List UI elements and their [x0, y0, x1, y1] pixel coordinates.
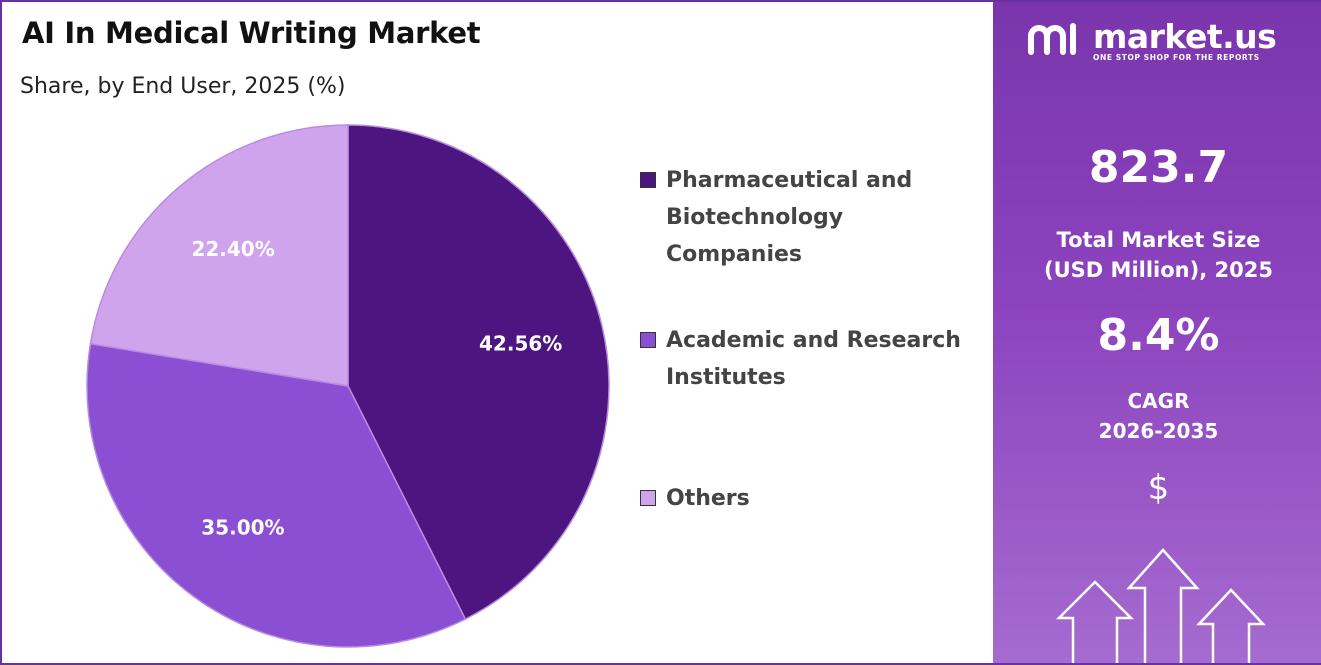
legend-line: Companies — [666, 242, 802, 267]
market-size-label-line2: (USD Million), 2025 — [1044, 258, 1273, 282]
cagr-label: CAGR — [1127, 389, 1190, 413]
cagr-period: 2026-2035 — [1098, 419, 1219, 443]
legend-line: Academic and Research — [666, 328, 961, 353]
legend-line: Institutes — [666, 365, 786, 390]
pie-slice-others — [89, 124, 349, 387]
legend-item-others: Others — [640, 480, 986, 517]
legend-item-pharma: Pharmaceutical and Biotechnology Compani… — [640, 162, 986, 273]
legend-swatch-academic — [640, 332, 656, 348]
chart-panel: AI In Medical Writing Market Share, by E… — [2, 2, 990, 663]
legend-swatch-pharma — [640, 172, 656, 188]
market-size-value: 823.7 — [1088, 142, 1229, 193]
market-size-label-line1: Total Market Size — [1056, 228, 1261, 252]
brand-tagline: ONE STOP SHOP FOR THE REPORTS — [1093, 52, 1260, 62]
legend-swatch-others — [640, 490, 656, 506]
growth-arrows-icon — [1055, 548, 1266, 663]
pie-chart: 42.56% 35.00% 22.40% — [86, 124, 610, 648]
pie-slice-pharma — [347, 124, 610, 621]
legend-label-others: Others — [666, 480, 986, 517]
legend-line: Pharmaceutical and — [666, 168, 913, 193]
legend-line: Biotechnology — [666, 205, 844, 230]
brand-name: market.us — [1093, 16, 1277, 56]
pie-data-label-pharma: 42.56% — [479, 331, 562, 355]
legend-item-academic: Academic and Research Institutes — [640, 322, 986, 396]
brand-logo: market.us ONE STOP SHOP FOR THE REPORTS — [1025, 16, 1277, 62]
legend-label-pharma: Pharmaceutical and Biotechnology Compani… — [666, 162, 986, 273]
pie-data-label-others: 22.40% — [191, 237, 274, 261]
legend-line: Others — [666, 486, 750, 511]
chart-title: AI In Medical Writing Market — [22, 16, 481, 50]
market-us-logo-icon — [1028, 23, 1076, 55]
dollar-icon: $ — [1147, 468, 1170, 508]
chart-subtitle: Share, by End User, 2025 (%) — [20, 74, 346, 99]
legend-label-academic: Academic and Research Institutes — [666, 322, 986, 396]
pie-data-label-academic: 35.00% — [201, 516, 284, 540]
stats-sidebar: market.us ONE STOP SHOP FOR THE REPORTS … — [990, 2, 1321, 663]
pie-slice-academic — [86, 342, 467, 648]
cagr-value: 8.4% — [1097, 310, 1220, 361]
